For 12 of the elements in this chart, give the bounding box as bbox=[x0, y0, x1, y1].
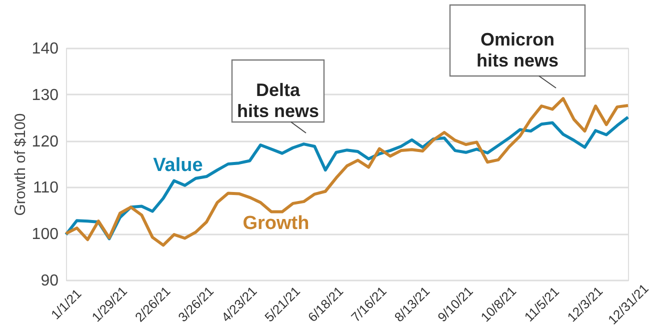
annotation: Omicron hits news bbox=[476, 30, 559, 70]
series-label: Growth bbox=[242, 213, 310, 234]
y-tick-label: 140 bbox=[32, 40, 59, 58]
y-tick-label: 130 bbox=[32, 86, 59, 104]
y-tick-label: 120 bbox=[32, 133, 59, 150]
y-axis-title: Growth of $100 bbox=[12, 113, 29, 216]
y-tick-label: 110 bbox=[32, 180, 59, 197]
y-tick-label: 100 bbox=[32, 226, 59, 244]
series-label: Value bbox=[153, 155, 203, 176]
line-series bbox=[64, 97, 630, 247]
y-tick-label: 90 bbox=[40, 272, 59, 290]
annotation: Delta hits news bbox=[236, 80, 320, 121]
